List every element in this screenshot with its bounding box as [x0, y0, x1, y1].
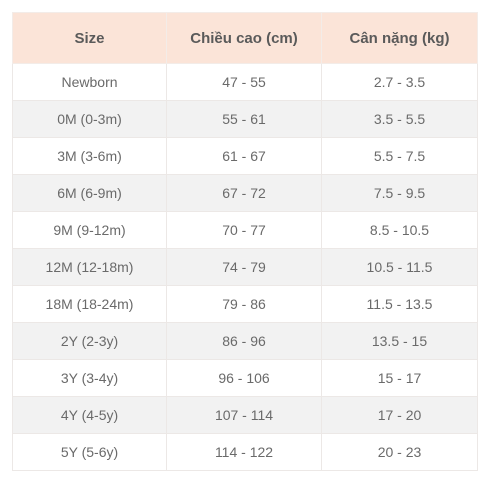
cell-size: 3M (3-6m) — [12, 137, 167, 175]
size-chart-table: Size Chiều cao (cm) Cân nặng (kg) Newbor… — [12, 12, 478, 471]
table-row: 3M (3-6m) 61 - 67 5.5 - 7.5 — [12, 137, 478, 175]
cell-weight: 15 - 17 — [321, 359, 478, 397]
cell-height: 79 - 86 — [166, 285, 322, 323]
cell-height: 86 - 96 — [166, 322, 322, 360]
cell-height: 70 - 77 — [166, 211, 322, 249]
table-row: 4Y (4-5y) 107 - 114 17 - 20 — [12, 396, 478, 434]
cell-size: 4Y (4-5y) — [12, 396, 167, 434]
cell-size: 5Y (5-6y) — [12, 433, 167, 471]
table-row: 9M (9-12m) 70 - 77 8.5 - 10.5 — [12, 211, 478, 249]
table-row: 5Y (5-6y) 114 - 122 20 - 23 — [12, 433, 478, 471]
cell-height: 107 - 114 — [166, 396, 322, 434]
table-row: 0M (0-3m) 55 - 61 3.5 - 5.5 — [12, 100, 478, 138]
cell-height: 67 - 72 — [166, 174, 322, 212]
cell-size: 0M (0-3m) — [12, 100, 167, 138]
cell-height: 55 - 61 — [166, 100, 322, 138]
header-weight: Cân nặng (kg) — [321, 12, 478, 64]
table-row: 6M (6-9m) 67 - 72 7.5 - 9.5 — [12, 174, 478, 212]
cell-height: 61 - 67 — [166, 137, 322, 175]
cell-height: 96 - 106 — [166, 359, 322, 397]
table-row: 18M (18-24m) 79 - 86 11.5 - 13.5 — [12, 285, 478, 323]
header-size: Size — [12, 12, 167, 64]
cell-weight: 20 - 23 — [321, 433, 478, 471]
cell-weight: 8.5 - 10.5 — [321, 211, 478, 249]
cell-weight: 3.5 - 5.5 — [321, 100, 478, 138]
cell-size: 18M (18-24m) — [12, 285, 167, 323]
table-row: 12M (12-18m) 74 - 79 10.5 - 11.5 — [12, 248, 478, 286]
cell-size: 3Y (3-4y) — [12, 359, 167, 397]
cell-height: 47 - 55 — [166, 63, 322, 101]
cell-weight: 10.5 - 11.5 — [321, 248, 478, 286]
cell-height: 114 - 122 — [166, 433, 322, 471]
header-height: Chiều cao (cm) — [166, 12, 322, 64]
cell-weight: 2.7 - 3.5 — [321, 63, 478, 101]
cell-size: 6M (6-9m) — [12, 174, 167, 212]
cell-weight: 5.5 - 7.5 — [321, 137, 478, 175]
cell-size: Newborn — [12, 63, 167, 101]
table-header-row: Size Chiều cao (cm) Cân nặng (kg) — [12, 12, 478, 64]
cell-weight: 13.5 - 15 — [321, 322, 478, 360]
cell-size: 12M (12-18m) — [12, 248, 167, 286]
cell-weight: 7.5 - 9.5 — [321, 174, 478, 212]
cell-size: 9M (9-12m) — [12, 211, 167, 249]
cell-weight: 17 - 20 — [321, 396, 478, 434]
table-row: Newborn 47 - 55 2.7 - 3.5 — [12, 63, 478, 101]
table-row: 3Y (3-4y) 96 - 106 15 - 17 — [12, 359, 478, 397]
cell-size: 2Y (2-3y) — [12, 322, 167, 360]
table-row: 2Y (2-3y) 86 - 96 13.5 - 15 — [12, 322, 478, 360]
cell-weight: 11.5 - 13.5 — [321, 285, 478, 323]
cell-height: 74 - 79 — [166, 248, 322, 286]
